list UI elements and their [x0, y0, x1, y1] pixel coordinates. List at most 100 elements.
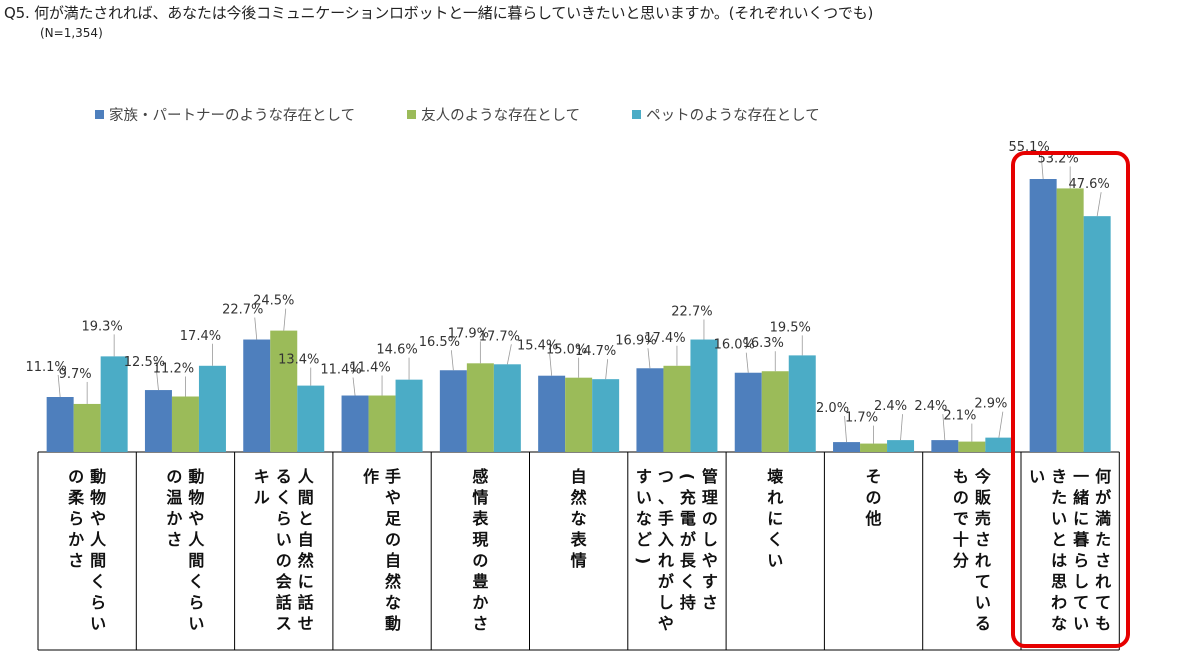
category-label-char: で — [952, 509, 969, 528]
legend: 家族・パートナーのような存在として 友人のような存在として ペットのような存在と… — [95, 104, 820, 125]
category-label-char: 充 — [679, 488, 696, 507]
category-label-column: るくらいの会話ス — [273, 466, 295, 634]
bar-pet — [592, 379, 620, 452]
category-label: 自然な表情 — [530, 466, 628, 571]
data-label: 17.9% — [448, 326, 489, 341]
category-label-char: 人 — [297, 467, 314, 486]
category-label-char: 自 — [297, 530, 314, 549]
category-label-char: く — [275, 488, 292, 507]
category-label-char: き — [1051, 467, 1068, 486]
category-label-char: さ — [68, 551, 85, 570]
category-label-char: 他 — [865, 509, 882, 528]
category-label-char: い — [974, 593, 991, 612]
category-label-char: か — [166, 509, 183, 528]
category-label-char: い — [635, 488, 652, 507]
data-label: 14.7% — [575, 344, 616, 359]
category-label: 壊れにくい — [726, 466, 824, 571]
category-label-char: ら — [275, 509, 292, 528]
data-label: 2.4% — [914, 399, 947, 414]
category-label-char: 販 — [974, 488, 991, 507]
bar-pet — [100, 356, 128, 452]
category-label-char: 手 — [657, 509, 674, 528]
category-label-char: 話 — [297, 593, 314, 612]
bar-family — [931, 440, 959, 452]
category-label-char: 分 — [952, 551, 969, 570]
category-label-char: 間 — [188, 551, 205, 570]
category-label-char: 暮 — [1073, 530, 1090, 549]
label-leader-line — [352, 377, 356, 396]
category-label-column: もので十分 — [950, 466, 972, 634]
category-label-column: 人間と自然に話せ — [295, 466, 317, 634]
category-label-char: い — [275, 530, 292, 549]
bar-friend — [1056, 188, 1084, 452]
data-label: 15.4% — [517, 339, 558, 354]
category-label-char: 動 — [188, 467, 205, 486]
data-label: 11.4% — [320, 363, 361, 378]
category-label-char: し — [657, 593, 674, 612]
bar-pet — [887, 440, 915, 452]
category-label-column: すいなど) — [633, 466, 655, 634]
category-label-char: る — [275, 467, 292, 486]
category-label-char: 、 — [657, 488, 674, 507]
data-label: 11.1% — [25, 360, 66, 375]
category-label-char: て — [1073, 593, 1090, 612]
question-title: Q5. 何が満たされれば、あなたは今後コミュニケーションロボットと一緒に暮らして… — [4, 4, 874, 22]
category-label-char: の — [275, 551, 292, 570]
category-label-char: 表 — [472, 509, 489, 528]
label-leader-line — [549, 353, 553, 376]
label-leader-line — [605, 359, 609, 380]
category-label-char: し — [1073, 572, 1090, 591]
bar-friend — [171, 396, 199, 452]
bar-family — [439, 370, 467, 452]
data-label: 22.7% — [671, 305, 712, 320]
category-label-char: 足 — [385, 509, 402, 528]
category-label-char: る — [974, 614, 991, 633]
category-label-char: い — [1073, 614, 1090, 633]
category-label-char: 自 — [570, 467, 587, 486]
category-label-char: い — [1051, 509, 1068, 528]
category-label-column: (充電が長く持 — [677, 466, 699, 634]
category-label-char: れ — [767, 488, 784, 507]
category-label-char: が — [679, 530, 696, 549]
bar-family — [341, 395, 369, 452]
category-label: 手や足の自然な動作 — [333, 466, 431, 634]
category-label-char: ら — [90, 593, 107, 612]
category-label-char: せ — [297, 614, 314, 633]
data-label: 17.4% — [180, 329, 221, 344]
label-leader-line — [745, 352, 749, 373]
legend-swatch-family — [95, 110, 104, 119]
data-label: 14.6% — [376, 343, 417, 358]
bar-family — [144, 390, 172, 452]
category-label-char: ら — [1073, 551, 1090, 570]
data-label: 16.9% — [615, 333, 656, 348]
category-label-char: ど — [635, 530, 652, 549]
category-label-char: な — [570, 509, 587, 528]
category-label-char: し — [701, 530, 718, 549]
label-leader-line — [254, 317, 258, 340]
category-label-column: 一緒に暮らしてい — [1070, 466, 1092, 634]
legend-item-friend: 友人のような存在として — [407, 104, 580, 125]
category-label-char: 情 — [570, 551, 587, 570]
bar-family — [243, 339, 271, 452]
data-label: 15.0% — [546, 343, 587, 358]
label-leader-line — [156, 370, 159, 391]
category-label-char: や — [701, 551, 718, 570]
category-label-char: の — [952, 488, 969, 507]
category-label-char: 情 — [472, 488, 489, 507]
bar-pet — [395, 379, 423, 452]
category-label-char: か — [472, 593, 489, 612]
category-label-char: に — [1073, 509, 1090, 528]
category-label-char: い — [1029, 467, 1046, 486]
category-label-char: 管 — [701, 467, 718, 486]
category-label-char: す — [635, 467, 652, 486]
category-label-char: く — [90, 572, 107, 591]
sample-size: (N=1,354) — [40, 26, 103, 40]
label-leader-line — [647, 348, 651, 369]
category-label-char: の — [701, 509, 718, 528]
category-label-char: わ — [1051, 593, 1068, 612]
bar-friend — [270, 330, 298, 452]
category-label-char: の — [472, 551, 489, 570]
legend-label-pet: ペットのような存在として — [646, 108, 820, 124]
label-leader-line — [1096, 192, 1102, 217]
